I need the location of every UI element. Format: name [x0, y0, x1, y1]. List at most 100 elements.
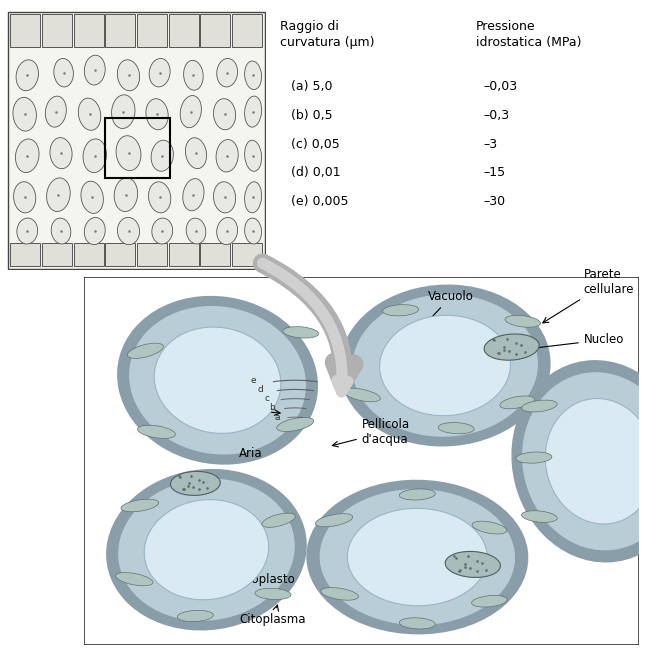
Ellipse shape	[276, 417, 313, 432]
Bar	[201, 243, 230, 266]
Text: (e) 0,005: (e) 0,005	[291, 195, 349, 208]
Text: (b) 0,5: (b) 0,5	[291, 109, 333, 122]
Ellipse shape	[245, 96, 262, 127]
Ellipse shape	[255, 588, 291, 599]
Ellipse shape	[146, 98, 168, 130]
Text: –30: –30	[484, 195, 506, 208]
Bar	[10, 243, 40, 266]
Bar	[105, 14, 135, 47]
Bar	[105, 118, 170, 178]
Ellipse shape	[16, 139, 39, 173]
Bar	[169, 14, 199, 47]
Text: Parete
cellulare: Parete cellulare	[543, 267, 634, 323]
Ellipse shape	[50, 138, 72, 169]
Ellipse shape	[114, 178, 138, 211]
Ellipse shape	[216, 140, 238, 172]
Ellipse shape	[383, 304, 419, 316]
Ellipse shape	[245, 218, 262, 244]
Text: (c) 0,05: (c) 0,05	[291, 138, 340, 151]
Ellipse shape	[380, 316, 511, 416]
Ellipse shape	[180, 96, 201, 128]
Ellipse shape	[262, 513, 295, 527]
Ellipse shape	[522, 511, 557, 522]
Ellipse shape	[472, 595, 508, 607]
Text: d: d	[257, 385, 263, 394]
Ellipse shape	[121, 499, 159, 512]
Ellipse shape	[343, 388, 380, 402]
Ellipse shape	[186, 138, 206, 169]
Ellipse shape	[472, 521, 507, 534]
Bar	[137, 14, 167, 47]
Ellipse shape	[399, 489, 435, 500]
Ellipse shape	[47, 178, 70, 211]
Ellipse shape	[149, 59, 170, 87]
Ellipse shape	[484, 334, 539, 360]
Ellipse shape	[186, 218, 206, 244]
Ellipse shape	[17, 218, 38, 244]
Ellipse shape	[79, 98, 101, 130]
Ellipse shape	[315, 514, 352, 527]
Ellipse shape	[118, 479, 295, 621]
Ellipse shape	[84, 55, 105, 85]
Text: (d) 0,01: (d) 0,01	[291, 166, 341, 179]
Text: Cloroplasto: Cloroplasto	[228, 531, 295, 585]
Bar	[201, 14, 230, 47]
Text: a: a	[275, 413, 280, 422]
Ellipse shape	[14, 182, 36, 213]
Ellipse shape	[214, 182, 236, 213]
Ellipse shape	[171, 471, 220, 496]
Text: Aria: Aria	[239, 447, 263, 460]
Ellipse shape	[13, 97, 36, 131]
Ellipse shape	[138, 425, 175, 438]
Ellipse shape	[16, 60, 38, 91]
Ellipse shape	[152, 218, 173, 244]
Ellipse shape	[183, 179, 204, 211]
Ellipse shape	[347, 509, 487, 606]
Bar	[42, 243, 72, 266]
Bar	[10, 14, 40, 47]
Ellipse shape	[522, 372, 649, 550]
Ellipse shape	[217, 218, 238, 244]
Bar	[74, 243, 104, 266]
Ellipse shape	[505, 316, 541, 327]
Ellipse shape	[399, 618, 435, 629]
Ellipse shape	[177, 610, 214, 621]
Text: (a) 5,0: (a) 5,0	[291, 80, 332, 93]
Ellipse shape	[81, 181, 103, 213]
Bar	[42, 14, 72, 47]
Bar	[169, 243, 199, 266]
Ellipse shape	[321, 587, 358, 600]
Ellipse shape	[144, 499, 269, 600]
Text: –0,3: –0,3	[484, 109, 509, 122]
Text: Nucleo: Nucleo	[516, 333, 624, 352]
Ellipse shape	[545, 398, 649, 524]
Ellipse shape	[154, 327, 281, 434]
Ellipse shape	[445, 552, 500, 578]
Ellipse shape	[117, 60, 140, 91]
Text: Raggio di
curvatura (μm): Raggio di curvatura (μm)	[280, 20, 374, 49]
Ellipse shape	[184, 61, 203, 90]
Text: Menischi: Menischi	[173, 400, 280, 415]
Text: b: b	[269, 404, 275, 412]
Text: Pressione
idrostatica (MPa): Pressione idrostatica (MPa)	[476, 20, 582, 49]
Ellipse shape	[54, 59, 73, 87]
Text: Pellicola
d'acqua: Pellicola d'acqua	[332, 418, 410, 447]
Bar	[137, 243, 167, 266]
Ellipse shape	[438, 422, 474, 434]
Ellipse shape	[245, 61, 262, 89]
Ellipse shape	[511, 360, 649, 563]
Bar	[232, 14, 262, 47]
Ellipse shape	[283, 327, 319, 338]
Ellipse shape	[500, 396, 535, 409]
Ellipse shape	[245, 182, 262, 213]
Text: Vacuolo: Vacuolo	[420, 290, 474, 329]
Bar	[74, 14, 104, 47]
Text: c: c	[264, 394, 269, 403]
Ellipse shape	[339, 284, 550, 447]
Ellipse shape	[83, 139, 106, 173]
Ellipse shape	[217, 59, 238, 87]
Ellipse shape	[149, 182, 171, 213]
Text: –3: –3	[484, 138, 498, 151]
Ellipse shape	[112, 95, 135, 128]
Bar	[232, 243, 262, 266]
